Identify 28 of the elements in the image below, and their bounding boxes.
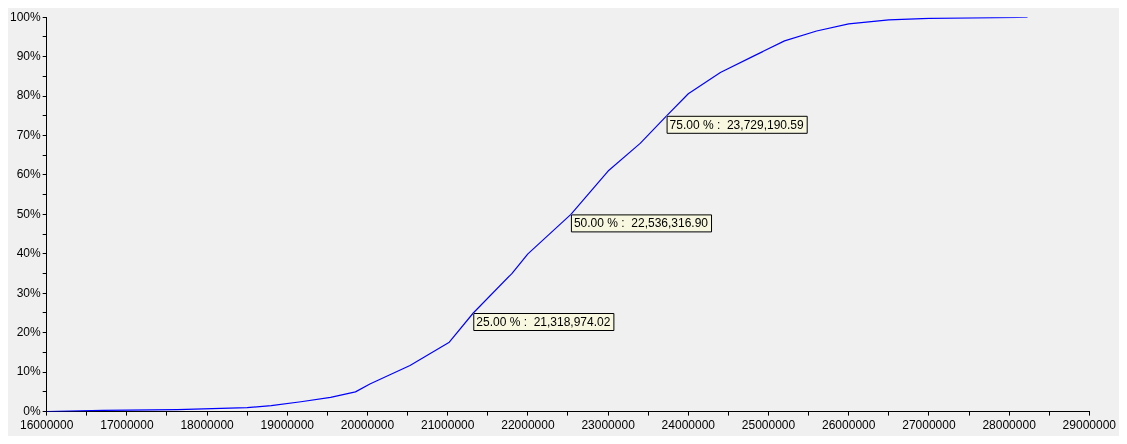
y-tick-label: 0% <box>23 403 42 418</box>
annotation: 75.00 % : 23,729,190.59 <box>669 117 805 132</box>
y-tick-label: 70% <box>16 127 42 142</box>
x-tick-label: 17000000 <box>100 418 154 433</box>
x-tick-label: 24000000 <box>661 418 716 433</box>
y-tick-label: 10% <box>16 364 42 379</box>
x-tick-label: 26000000 <box>822 418 876 433</box>
y-tick-label: 90% <box>16 48 42 63</box>
y-tick-label: 20% <box>16 325 42 340</box>
x-tick-label: 28000000 <box>982 418 1037 433</box>
x-tick-label: 20000000 <box>340 418 395 433</box>
y-tick-label: 100% <box>9 9 42 24</box>
x-tick-label: 19000000 <box>260 418 315 433</box>
x-tick-label: 16000000 <box>20 418 74 433</box>
x-tick-label: 21000000 <box>421 418 475 433</box>
annotation: 50.00 % : 22,536,316.90 <box>573 216 709 231</box>
x-tick-label: 23000000 <box>581 418 636 433</box>
y-tick-label: 80% <box>16 88 42 103</box>
x-tick-label: 18000000 <box>180 418 235 433</box>
y-tick-label: 30% <box>16 285 42 300</box>
x-tick-label: 29000000 <box>1062 418 1117 433</box>
x-tick-label: 25000000 <box>741 418 796 433</box>
y-tick-label: 60% <box>16 167 42 182</box>
y-tick-label: 50% <box>16 206 42 221</box>
x-tick-label: 22000000 <box>501 418 555 433</box>
x-tick-label: 27000000 <box>902 418 956 433</box>
y-tick-label: 40% <box>16 246 42 261</box>
annotation: 25.00 % : 21,318,974.02 <box>476 314 611 329</box>
